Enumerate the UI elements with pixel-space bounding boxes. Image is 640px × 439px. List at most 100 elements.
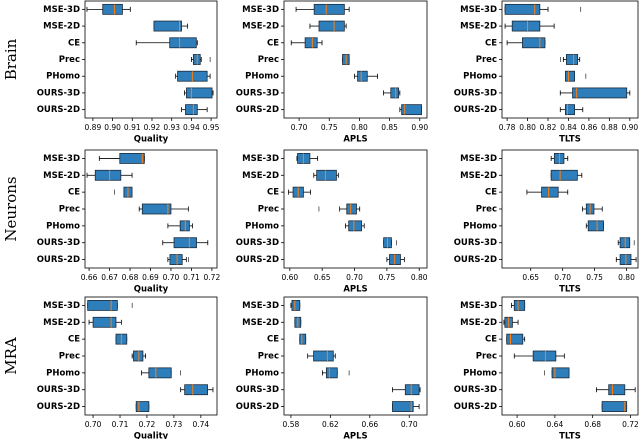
x-tick-label: 0.70 bbox=[346, 273, 363, 282]
box bbox=[184, 384, 208, 396]
plot-frame bbox=[84, 0, 218, 119]
x-tick-label: 0.72 bbox=[622, 420, 639, 429]
box bbox=[313, 3, 345, 15]
category-label: MSE-3D bbox=[460, 301, 497, 311]
x-tick-label: 0.91 bbox=[124, 123, 141, 132]
box bbox=[564, 104, 576, 116]
box bbox=[513, 300, 526, 311]
box bbox=[92, 316, 117, 328]
x-tick-label: 0.72 bbox=[139, 420, 156, 429]
category-label: Prec bbox=[258, 55, 279, 65]
box bbox=[541, 186, 559, 198]
box bbox=[572, 87, 628, 99]
category-label: OURS-2D bbox=[37, 402, 80, 412]
x-tick-label: 0.80 bbox=[618, 273, 635, 282]
x-tick-label: 0.74 bbox=[192, 420, 209, 429]
x-tick-label: 0.90 bbox=[104, 123, 121, 132]
box bbox=[87, 300, 118, 311]
x-axis-label: TLTS bbox=[559, 285, 581, 295]
category-label: OURS-2D bbox=[236, 105, 279, 115]
category-label: Prec bbox=[59, 205, 80, 215]
x-tick-label: 0.89 bbox=[85, 123, 102, 132]
category-label: CE bbox=[68, 38, 80, 48]
category-label: MSE-3D bbox=[43, 301, 80, 311]
x-tick-label: 0.86 bbox=[581, 123, 598, 132]
category-label: OURS-3D bbox=[454, 238, 497, 248]
box bbox=[504, 3, 541, 15]
box bbox=[102, 3, 123, 15]
category-label: Prec bbox=[476, 205, 497, 215]
x-tick-label: 0.78 bbox=[499, 123, 516, 132]
category-label: CE bbox=[267, 335, 279, 345]
box bbox=[551, 367, 570, 379]
row-label: Neurons bbox=[2, 176, 20, 241]
category-label: OURS-2D bbox=[454, 105, 497, 115]
x-tick-label: 0.84 bbox=[560, 123, 577, 132]
x-tick-label: 0.80 bbox=[351, 123, 368, 132]
box bbox=[348, 220, 363, 232]
x-tick-label: 0.65 bbox=[314, 273, 331, 282]
plot-frame bbox=[501, 296, 639, 416]
plot-frame bbox=[84, 296, 218, 416]
x-tick-label: 0.58 bbox=[283, 420, 300, 429]
plot-frame bbox=[501, 149, 639, 269]
category-label: PHomo bbox=[463, 368, 497, 378]
x-tick-label: 0.71 bbox=[183, 273, 200, 282]
category-label: OURS-2D bbox=[37, 255, 80, 265]
row-label: Brain bbox=[2, 38, 20, 80]
category-label: PHomo bbox=[46, 72, 80, 82]
box bbox=[564, 70, 576, 82]
x-axis-label: Quality bbox=[134, 432, 169, 439]
box bbox=[186, 87, 213, 99]
x-axis-label: TLTS bbox=[559, 135, 581, 145]
x-tick-label: 0.73 bbox=[166, 420, 183, 429]
box bbox=[532, 350, 557, 362]
category-label: MSE-3D bbox=[460, 154, 497, 164]
box bbox=[390, 87, 400, 99]
x-tick-label: 0.67 bbox=[101, 273, 118, 282]
category-label: MSE-2D bbox=[43, 171, 80, 181]
x-axis-label: APLS bbox=[343, 432, 367, 439]
x-tick-label: 0.85 bbox=[381, 123, 398, 132]
category-label: CE bbox=[68, 188, 80, 198]
box bbox=[153, 20, 182, 32]
x-tick-label: 0.68 bbox=[584, 420, 601, 429]
box bbox=[522, 37, 546, 49]
box bbox=[357, 70, 368, 82]
x-tick-label: 0.60 bbox=[509, 420, 526, 429]
x-tick-label: 0.70 bbox=[401, 420, 418, 429]
x-tick-label: 0.70 bbox=[163, 273, 180, 282]
x-tick-label: 0.66 bbox=[361, 420, 378, 429]
category-label: MSE-2D bbox=[43, 318, 80, 328]
category-label: MSE-2D bbox=[242, 22, 279, 32]
category-label: OURS-3D bbox=[37, 385, 80, 395]
category-label: MSE-3D bbox=[242, 154, 279, 164]
box bbox=[346, 203, 357, 215]
box bbox=[169, 37, 197, 49]
category-label: OURS-3D bbox=[236, 88, 279, 98]
x-tick-label: 0.60 bbox=[281, 273, 298, 282]
x-tick-label: 0.64 bbox=[547, 420, 564, 429]
plot-frame bbox=[283, 149, 428, 269]
x-axis-label: APLS bbox=[343, 285, 367, 295]
box bbox=[316, 169, 337, 181]
box bbox=[511, 20, 541, 32]
category-label: Prec bbox=[59, 55, 80, 65]
category-label: Prec bbox=[258, 205, 279, 215]
x-tick-label: 0.82 bbox=[540, 123, 557, 132]
box bbox=[392, 401, 414, 412]
box bbox=[401, 104, 422, 116]
category-label: Prec bbox=[476, 55, 497, 65]
category-label: PHomo bbox=[245, 368, 279, 378]
x-axis-label: APLS bbox=[343, 135, 367, 145]
category-label: CE bbox=[267, 38, 279, 48]
x-axis-label: Quality bbox=[134, 135, 169, 145]
box bbox=[304, 37, 318, 49]
plot-frame bbox=[283, 296, 428, 416]
category-label: PHomo bbox=[463, 72, 497, 82]
x-tick-label: 0.90 bbox=[621, 123, 638, 132]
x-tick-label: 0.94 bbox=[183, 123, 200, 132]
plot-frame bbox=[501, 0, 639, 119]
category-label: MSE-3D bbox=[460, 5, 497, 15]
